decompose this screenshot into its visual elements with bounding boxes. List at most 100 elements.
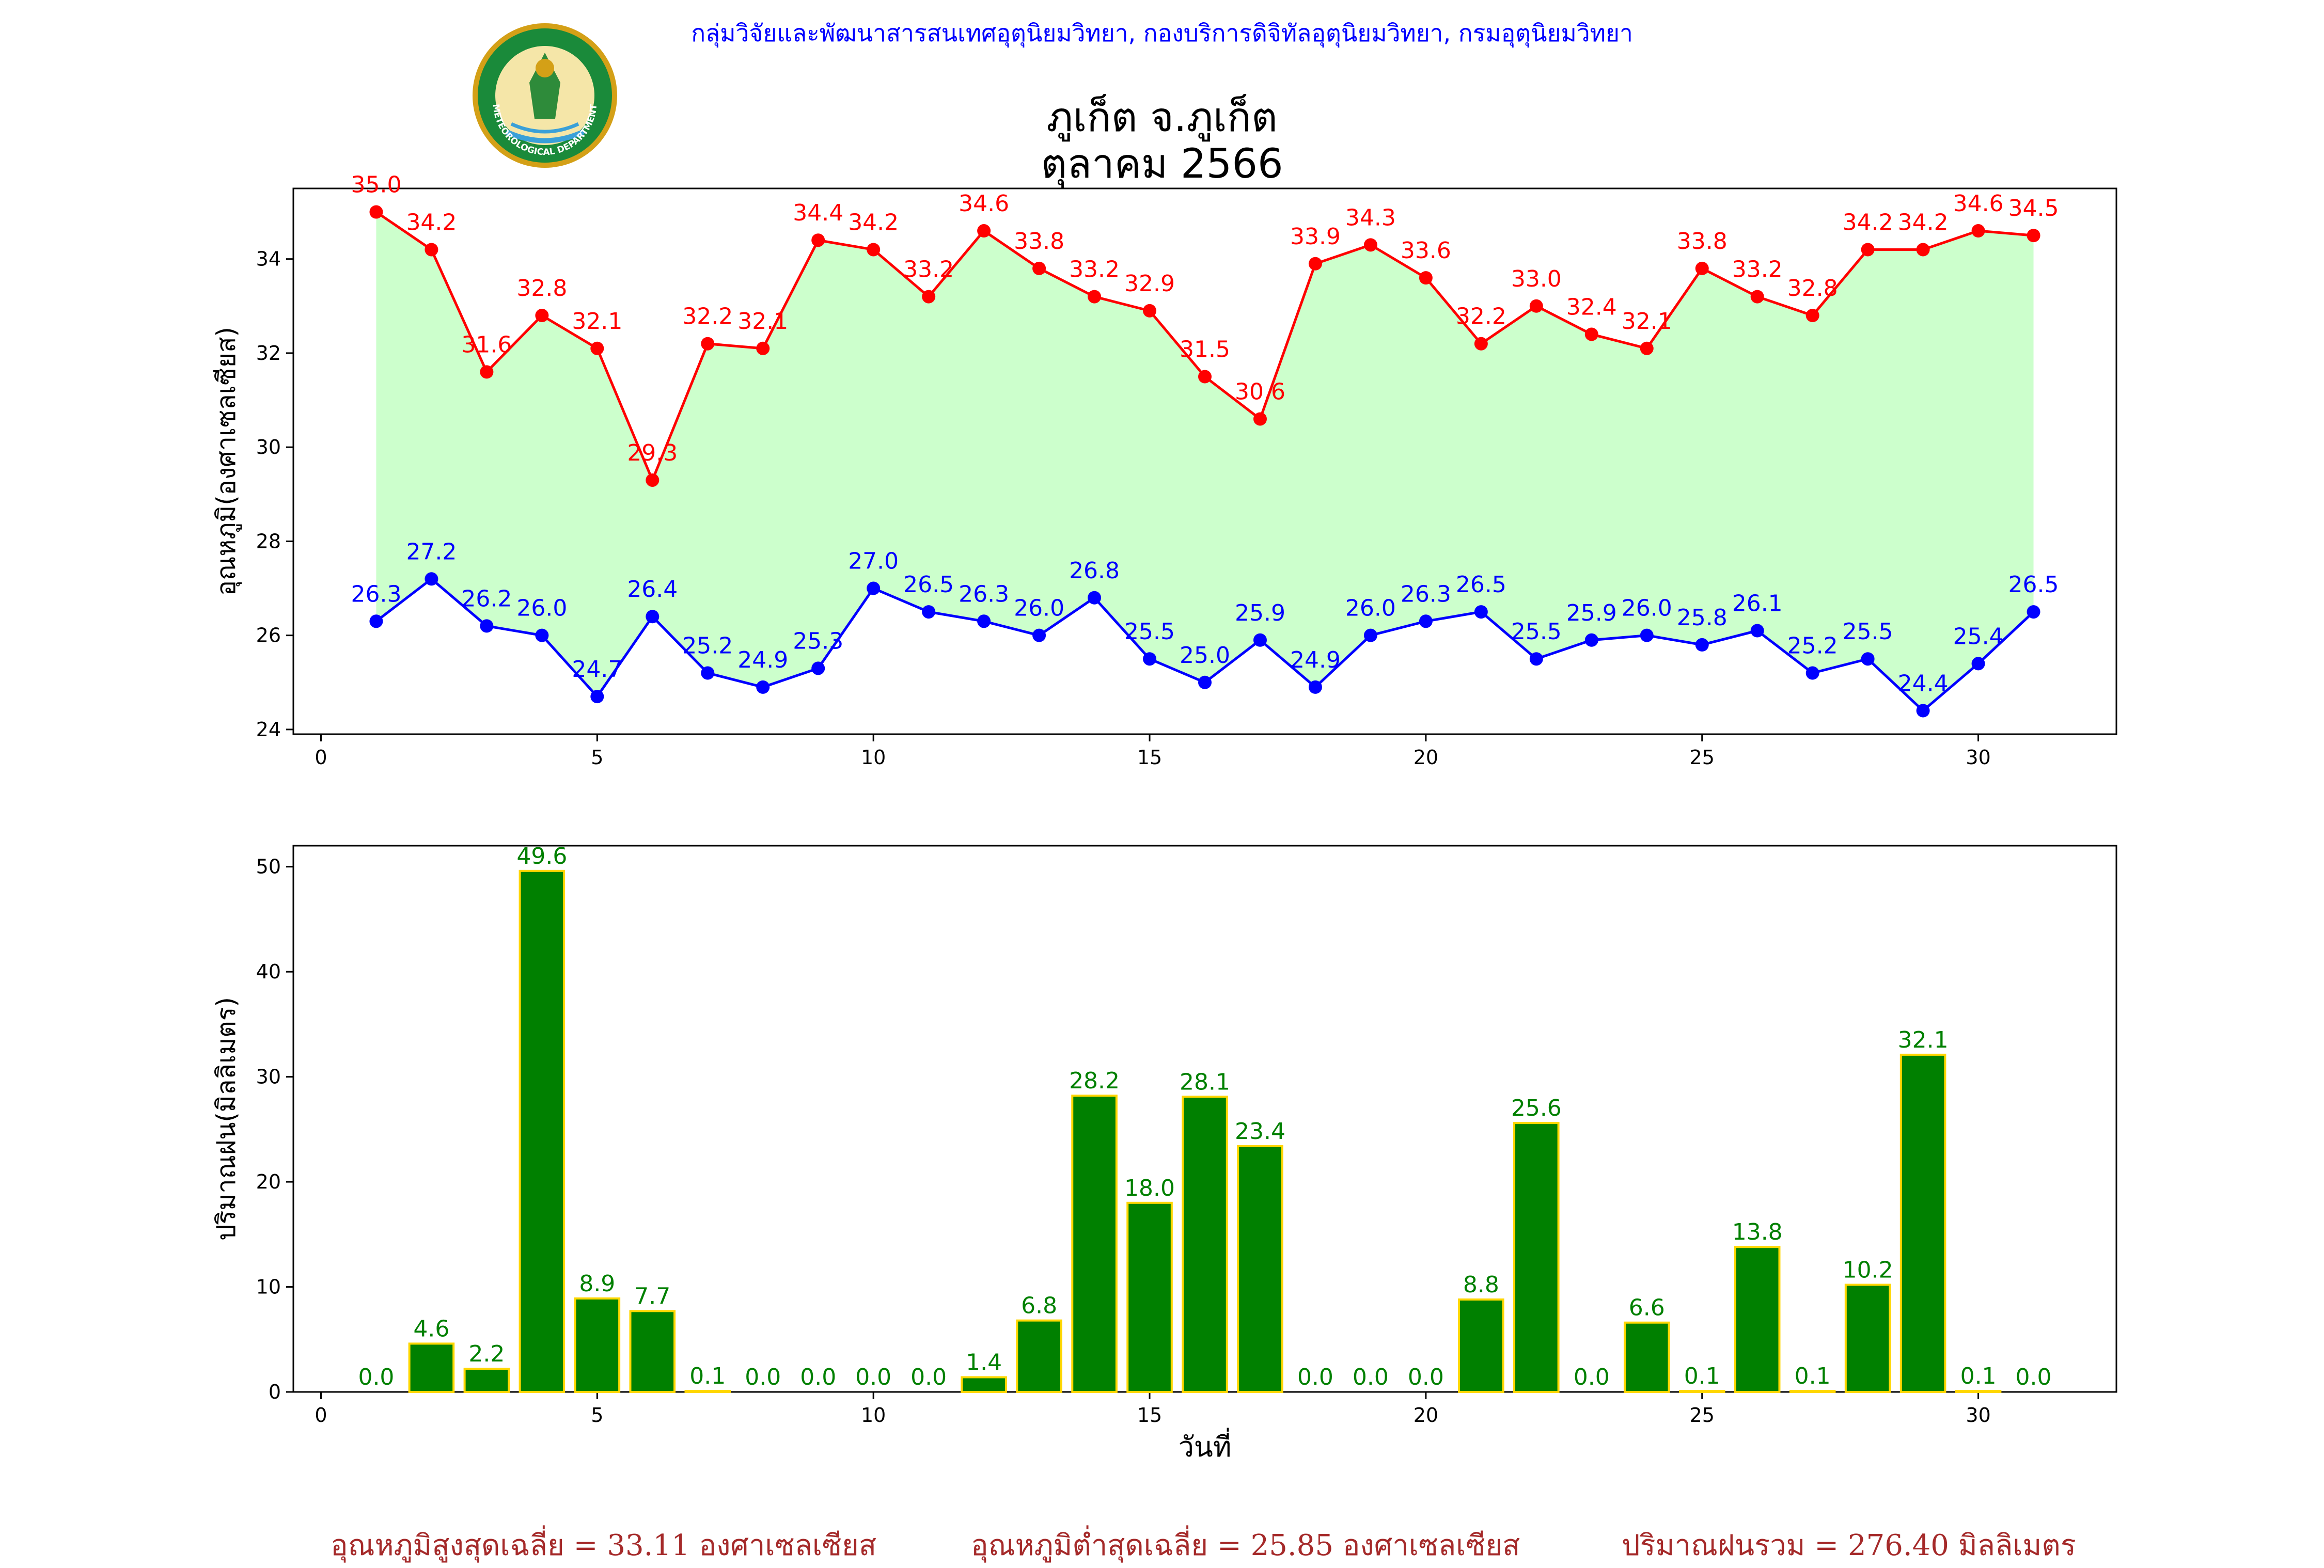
max-temp-data-label: 32.9: [1124, 271, 1175, 297]
max-temp-data-label: 32.1: [737, 308, 788, 335]
min-temp-data-label: 25.0: [1180, 642, 1230, 669]
min-temp-point: [590, 690, 604, 704]
min-temp-point: [480, 619, 494, 633]
y-tick-label: 0: [269, 1381, 281, 1403]
rainfall-y-axis-label: ปริมาณฝน(มิลลิเมตร): [211, 997, 241, 1241]
max-temp-point: [2027, 229, 2040, 243]
x-tick-label: 10: [861, 746, 886, 769]
min-temp-data-label: 26.3: [959, 581, 1009, 607]
min-temp-point: [1308, 680, 1322, 694]
min-temp-point: [1088, 591, 1102, 605]
min-temp-data-label: 27.2: [406, 538, 457, 565]
max-temp-point: [590, 341, 604, 355]
rain-bar: [1458, 1298, 1504, 1393]
min-temp-point: [646, 610, 659, 624]
min-temp-point: [1916, 704, 1930, 718]
min-temp-point: [1198, 675, 1212, 689]
min-temp-data-label: 25.5: [1511, 619, 1562, 645]
min-temp-data-label: 26.0: [1622, 595, 1672, 622]
max-temp-data-label: 33.0: [1511, 266, 1562, 292]
max-temp-point: [1971, 224, 1985, 238]
max-temp-data-label: 35.0: [351, 172, 401, 198]
rain-bar: [408, 1342, 455, 1393]
max-temp-data-label: 33.8: [1014, 228, 1064, 255]
min-temp-data-label: 26.0: [1014, 595, 1064, 622]
rain-bar: [1955, 1389, 2002, 1393]
y-tick-label: 34: [256, 248, 281, 271]
max-temp-point: [1253, 412, 1267, 426]
max-temp-point: [1640, 341, 1654, 355]
min-temp-point: [369, 614, 383, 628]
max-temp-point: [369, 205, 383, 219]
max-temp-data-label: 30.6: [1235, 378, 1285, 405]
y-tick-label: 20: [256, 1170, 281, 1193]
rain-data-label: 8.9: [579, 1271, 615, 1297]
rain-data-label: 0.0: [1408, 1364, 1444, 1390]
y-tick-label: 30: [256, 1066, 281, 1088]
min-temp-data-label: 24.9: [1290, 647, 1341, 673]
rain-bar: [574, 1297, 621, 1393]
max-temp-data-label: 31.5: [1180, 336, 1230, 362]
max-temp-point: [922, 290, 936, 304]
min-temp-data-label: 26.5: [903, 572, 954, 598]
max-temp-point: [646, 473, 659, 487]
temperature-y-axis-label: อุณหภูมิ(องศาเซลเซียส): [211, 327, 242, 596]
rain-data-label: 18.0: [1124, 1175, 1175, 1201]
max-temp-data-label: 34.6: [959, 191, 1009, 217]
min-temp-data-label: 26.3: [351, 581, 401, 607]
min-temp-point: [1143, 652, 1157, 666]
x-tick-label: 30: [1966, 746, 1990, 769]
max-temp-point: [1916, 243, 1930, 257]
x-tick-label: 0: [315, 1404, 327, 1427]
y-tick-label: 24: [256, 718, 281, 741]
min-temp-data-label: 25.5: [1124, 619, 1175, 645]
max-temp-data-label: 29.3: [627, 440, 678, 466]
min-temp-data-label: 26.4: [627, 576, 678, 603]
rain-data-label: 2.2: [468, 1341, 505, 1367]
rain-data-label: 0.0: [1574, 1364, 1610, 1390]
min-temp-data-label: 26.8: [1069, 558, 1120, 584]
max-temp-data-label: 32.1: [572, 308, 622, 335]
max-temp-data-label: 33.8: [1677, 228, 1728, 255]
rain-data-label: 4.6: [413, 1316, 449, 1342]
x-tick-label: 25: [1690, 1404, 1715, 1427]
x-tick-label: 5: [591, 1404, 603, 1427]
rain-bar: [463, 1368, 510, 1393]
rain-data-label: 8.8: [1463, 1272, 1499, 1298]
max-temp-data-label: 33.2: [1069, 257, 1120, 283]
rain-data-label: 0.0: [1353, 1364, 1389, 1390]
max-temp-data-label: 34.2: [848, 209, 899, 235]
rainfall-x-axis-label: วันที่: [1179, 1428, 1232, 1463]
rain-data-label: 25.6: [1511, 1095, 1562, 1121]
max-temp-data-label: 34.3: [1345, 204, 1396, 231]
min-temp-data-label: 24.9: [737, 647, 788, 673]
min-temp-point: [1032, 628, 1046, 642]
max-temp-point: [701, 337, 715, 351]
rain-data-label: 28.2: [1069, 1068, 1120, 1094]
max-temp-data-label: 33.6: [1401, 237, 1451, 264]
x-tick-label: 10: [861, 1404, 886, 1427]
min-temp-point: [1695, 638, 1709, 652]
min-temp-point: [811, 661, 825, 675]
max-temp-point: [1584, 327, 1598, 341]
min-temp-data-label: 25.3: [793, 628, 843, 654]
max-temp-data-label: 32.8: [516, 275, 567, 302]
max-temp-point: [1363, 238, 1377, 252]
rain-bar: [1237, 1145, 1283, 1393]
rain-bar: [1016, 1319, 1062, 1393]
rain-bar: [961, 1376, 1007, 1393]
x-tick-label: 25: [1690, 746, 1715, 769]
min-temp-point: [1640, 628, 1654, 642]
max-temp-point: [1805, 309, 1819, 323]
rain-bar: [1789, 1389, 1836, 1393]
meteorological-department-logo: METEOROLOGICAL DEPARTMENT: [473, 23, 617, 168]
min-temp-point: [1750, 624, 1764, 638]
rain-data-label: 0.0: [745, 1364, 781, 1390]
min-temp-point: [701, 666, 715, 680]
min-temp-point: [1253, 633, 1267, 647]
temperature-range-fill: [376, 212, 2034, 711]
max-temp-point: [1032, 261, 1046, 275]
max-temp-point: [811, 233, 825, 247]
min-temp-point: [977, 614, 991, 628]
max-temp-data-label: 34.5: [2008, 195, 2059, 221]
